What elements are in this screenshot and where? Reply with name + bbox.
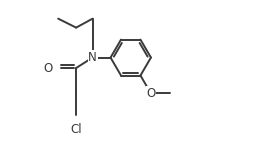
- Text: N: N: [88, 51, 97, 64]
- Text: O: O: [44, 61, 53, 75]
- Text: Cl: Cl: [70, 123, 82, 136]
- Text: O: O: [146, 87, 155, 100]
